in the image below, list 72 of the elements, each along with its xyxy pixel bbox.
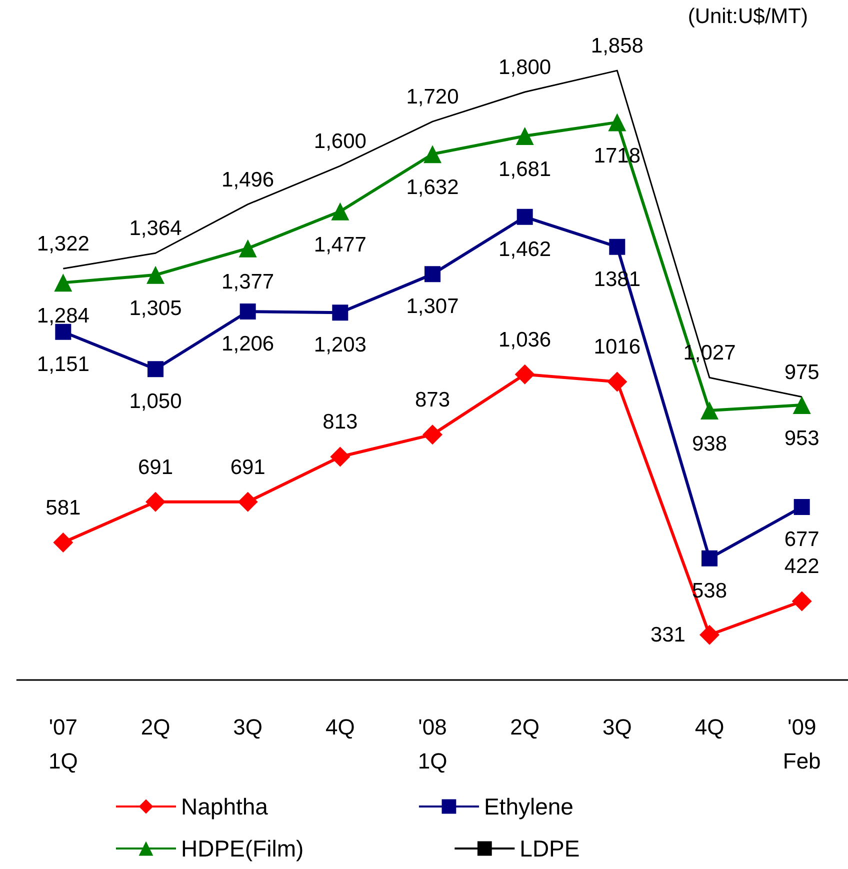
text: (Unit:U$/MT) <box>688 5 808 28</box>
x-tick-label: 4Q <box>325 714 355 740</box>
data-label: 677 <box>784 528 820 551</box>
point <box>53 532 74 552</box>
point <box>331 202 350 220</box>
legend-label: Ethylene <box>484 794 574 820</box>
point <box>54 274 72 292</box>
point <box>700 624 720 645</box>
point <box>792 591 812 612</box>
x-tick-label: '07 1Q <box>48 714 78 774</box>
x-tick-label: 3Q <box>602 714 632 740</box>
data-label: 1,036 <box>498 328 552 352</box>
point <box>238 492 258 512</box>
point <box>516 126 534 145</box>
legend-label: HDPE(Film) <box>181 836 304 862</box>
data-label: 1,305 <box>129 296 182 320</box>
data-label: 938 <box>692 432 728 456</box>
data-label: 1,284 <box>36 304 90 328</box>
legend-label: LDPE <box>520 836 580 862</box>
data-label: 1,322 <box>36 232 90 256</box>
data-label: 1,462 <box>498 238 552 261</box>
data-label: 1,858 <box>590 34 644 58</box>
point <box>794 498 810 515</box>
x-tick-label: 4Q <box>694 714 724 740</box>
x-tick-label: '09 Feb <box>782 714 821 774</box>
data-label: 1,800 <box>498 56 552 80</box>
data-label: 1,600 <box>314 130 366 153</box>
data-label: 1016 <box>594 336 641 359</box>
point <box>424 266 440 282</box>
data-label: 1,203 <box>314 334 366 357</box>
data-label: 953 <box>784 427 820 450</box>
x-tick-label: '08 1Q <box>418 714 448 774</box>
data-label: 691 <box>230 456 266 479</box>
point <box>330 446 350 467</box>
data-label: 422 <box>784 555 820 578</box>
point <box>424 145 442 164</box>
data-label: 1,151 <box>36 352 90 376</box>
point <box>240 304 256 320</box>
point <box>146 266 164 284</box>
point <box>332 304 348 321</box>
data-label: 1,496 <box>222 168 274 192</box>
point <box>702 550 718 566</box>
point <box>609 238 626 255</box>
data-label: 1,720 <box>406 86 459 109</box>
data-label: 813 <box>322 410 358 434</box>
data-label: 1,477 <box>314 233 366 256</box>
point <box>514 364 535 384</box>
x-tick-label: 2Q <box>510 714 540 740</box>
data-label: 1,206 <box>222 332 274 356</box>
data-label: 1,377 <box>222 270 274 294</box>
point <box>792 396 811 414</box>
data-label: 1,307 <box>406 295 459 318</box>
data-label: 1,681 <box>498 158 552 181</box>
point <box>146 492 166 512</box>
point <box>238 239 257 258</box>
point <box>608 113 626 132</box>
data-label: 691 <box>138 456 174 479</box>
x-tick-label: 3Q <box>233 714 263 740</box>
data-label: 873 <box>414 388 450 412</box>
legend-label: Naphtha <box>181 794 268 820</box>
data-label: 581 <box>46 496 81 520</box>
data-label: 1,364 <box>129 217 182 240</box>
data-label: 975 <box>784 360 820 384</box>
point <box>148 361 164 378</box>
point <box>422 424 442 445</box>
point <box>607 372 628 392</box>
data-label: 1,050 <box>129 390 182 414</box>
x-tick-label: 2Q <box>140 714 170 740</box>
point <box>516 208 533 225</box>
data-label: 331 <box>650 623 686 646</box>
point <box>700 402 718 420</box>
data-label: 1,632 <box>406 176 459 200</box>
